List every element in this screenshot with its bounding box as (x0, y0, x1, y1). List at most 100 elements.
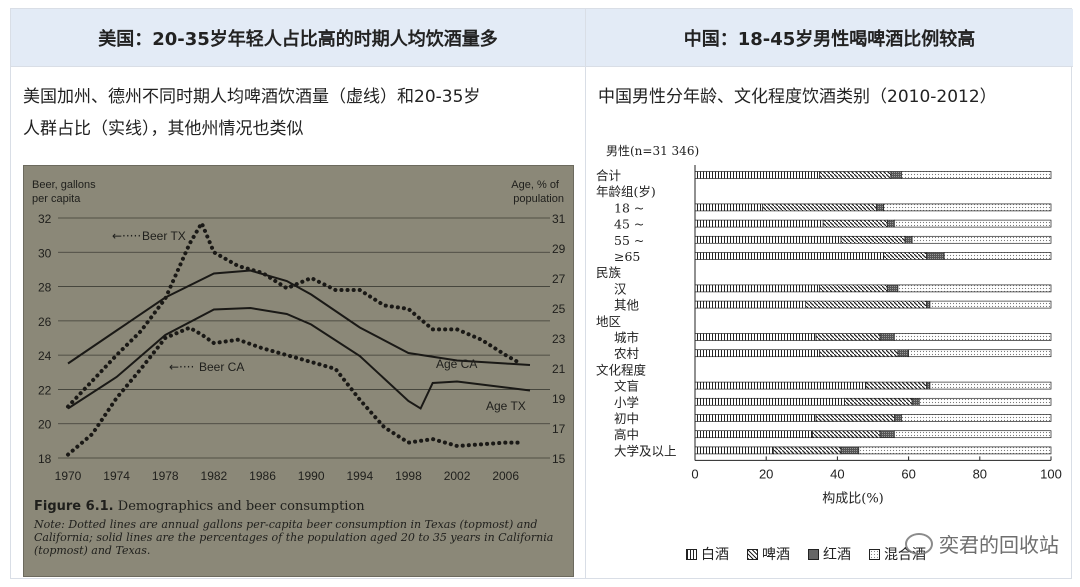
right-y-tick: 17 (552, 422, 566, 436)
bar-啤酒 (805, 300, 927, 309)
bar-红酒 (840, 446, 860, 455)
figure-number: Figure 6.1. (34, 499, 114, 514)
right-y-tick: 29 (552, 242, 566, 256)
bar-混合酒 (908, 349, 1052, 358)
left-y-tick: 22 (38, 383, 52, 397)
x-tick: 1990 (298, 469, 325, 483)
legend-item-wine: 红酒 (808, 544, 851, 564)
row-label: 18 ~ (614, 200, 644, 215)
figure-note: Note: Dotted lines are annual gallons pe… (34, 518, 564, 557)
row-label: 大学及以上 (614, 443, 677, 458)
beer-ca-line (66, 325, 520, 457)
bar-红酒 (911, 397, 920, 406)
row-label: 城市 (614, 330, 639, 345)
bar-红酒 (926, 300, 931, 309)
beer-tx-label: Beer TX (142, 229, 186, 243)
bar-混合酒 (883, 203, 1052, 212)
figure-caption-title: Figure 6.1. Demographics and beer consum… (34, 499, 365, 514)
bar-混合酒 (901, 414, 1052, 422)
bar-白酒 (694, 381, 867, 390)
legend-label-beer: 啤酒 (762, 547, 790, 563)
bar-混合酒 (918, 397, 1052, 406)
bar-白酒 (694, 171, 820, 179)
x-tick-label: 40 (830, 466, 844, 481)
beer-ca-arrow: ←···· (169, 360, 194, 374)
right-axis-label-2: population (513, 193, 564, 205)
china-description: 中国男性分年龄、文化程度饮酒类别（2010-2012） (598, 87, 997, 107)
left-y-tick: 26 (38, 315, 52, 329)
row-label: 年龄组(岁) (596, 184, 656, 199)
bar-啤酒 (819, 171, 892, 179)
bar-混合酒 (894, 430, 1052, 439)
chart-title: 男性(n=31 346) (606, 144, 699, 158)
legend-item-beer: 啤酒 (747, 544, 790, 564)
left-axis-label-2: per capita (32, 193, 81, 205)
age-ca-line (67, 269, 531, 366)
left-y-tick: 32 (38, 212, 52, 226)
bar-红酒 (879, 333, 895, 341)
row-label: 其他 (614, 298, 640, 313)
bar-啤酒 (819, 284, 888, 293)
x-tick: 2006 (492, 469, 519, 483)
x-axis-label: 构成比(%) (822, 491, 884, 506)
mixed-swatch-icon (869, 548, 880, 560)
row-label: 初中 (614, 411, 639, 426)
right-y-tick: 23 (552, 332, 566, 346)
bar-红酒 (890, 171, 902, 179)
note-label: Note: (34, 518, 65, 531)
bar-啤酒 (815, 414, 895, 422)
row-label: 地区 (596, 314, 621, 329)
row-label: 农村 (614, 346, 640, 361)
x-tick: 1986 (249, 469, 276, 483)
bar-啤酒 (840, 235, 906, 244)
age-ca-label: Age CA (436, 357, 477, 371)
left-y-tick: 18 (38, 452, 52, 466)
right-axis-label-1: Age, % of (511, 179, 560, 191)
left-axis-label-1: Beer, gallons (32, 179, 96, 191)
bar-白酒 (694, 430, 813, 439)
bar-啤酒 (865, 381, 927, 390)
right-y-tick: 25 (552, 302, 566, 316)
beer-tx-arrow: ←····· (112, 229, 141, 243)
bar-红酒 (904, 235, 913, 244)
bar-白酒 (694, 349, 820, 358)
x-tick-label: 60 (901, 466, 915, 481)
row-label: 45 ~ (614, 217, 644, 232)
row-label: 高中 (614, 427, 639, 442)
wechat-icon (905, 532, 933, 555)
us-beer-figure-photo: Beer, gallons per capita Age, % of popul… (23, 165, 574, 577)
us-description: 美国加州、德州不同时期人均啤酒饮酒量（虚线）和20-35岁 人群占比（实线），其… (23, 81, 573, 145)
bar-白酒 (694, 333, 817, 341)
bar-啤酒 (812, 430, 881, 439)
us-header: 美国：20-35岁年轻人占比高的时期人均饮酒量多 (11, 9, 585, 67)
chart-legend: 白酒 啤酒 红酒 混合酒 (686, 544, 926, 564)
us-column: 美国：20-35岁年轻人占比高的时期人均饮酒量多 美国加州、德州不同时期人均啤酒… (11, 9, 586, 578)
bar-混合酒 (858, 446, 1052, 455)
beer-tx-line (66, 218, 520, 409)
bar-红酒 (926, 381, 931, 390)
row-label: 汉 (614, 281, 627, 296)
bar-红酒 (876, 203, 885, 212)
x-tick: 1970 (55, 469, 82, 483)
legend-label-wine: 红酒 (823, 547, 851, 563)
row-label: ≥65 (614, 249, 640, 264)
bar-混合酒 (943, 252, 1052, 260)
row-label: 文盲 (614, 379, 639, 394)
left-y-tick: 20 (38, 418, 52, 432)
beer-ca-label: Beer CA (199, 360, 244, 374)
bar-啤酒 (762, 203, 877, 212)
bar-混合酒 (897, 284, 1052, 293)
legend-item-baijiu: 白酒 (686, 544, 729, 564)
note-text: Dotted lines are annual gallons per-capi… (34, 518, 554, 557)
x-tick-label: 0 (691, 466, 698, 481)
bar-啤酒 (772, 446, 842, 455)
bar-白酒 (694, 414, 817, 422)
bar-白酒 (694, 203, 763, 212)
x-tick: 1998 (395, 469, 422, 483)
age-tx-label: Age TX (486, 399, 526, 413)
bar-红酒 (897, 349, 909, 358)
row-label: 民族 (596, 265, 622, 280)
x-tick: 1978 (152, 469, 179, 483)
legend-label-baijiu: 白酒 (701, 547, 729, 563)
bar-混合酒 (911, 235, 1052, 244)
